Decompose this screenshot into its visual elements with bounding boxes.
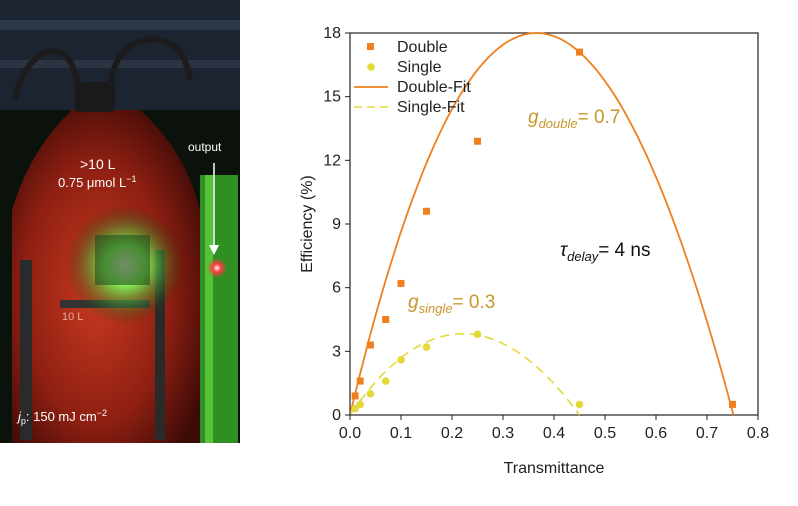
single-data-point: [575, 400, 584, 409]
single-data-point: [366, 389, 375, 398]
single-data-point: [422, 343, 431, 351]
double-data-point: [382, 316, 390, 323]
single-data-point: [351, 404, 359, 413]
bottle-marking: 10 L: [62, 311, 83, 323]
double-fit-curve: [350, 32, 735, 416]
data-points: [351, 48, 736, 413]
double-data-point: [397, 279, 405, 287]
y-tick-label: 9: [332, 216, 341, 233]
x-tick-label: 0.6: [645, 425, 667, 442]
x-tick-label: 0.5: [594, 425, 616, 442]
g-double-annotation: gdouble= 0.7: [528, 107, 620, 131]
legend-double-label: Double: [397, 39, 448, 56]
g-single-annotation: gsingle= 0.3: [408, 292, 495, 316]
single-data-point: [397, 356, 405, 364]
y-tick-label: 15: [323, 89, 341, 106]
double-data-point: [729, 400, 736, 408]
x-tick-label: 0.4: [543, 425, 565, 442]
concentration-label: 0.75 μmol L−1: [58, 174, 136, 190]
x-tick-label: 0.7: [696, 425, 718, 442]
tau-delay-annotation: τdelay= 4 ns: [560, 240, 650, 264]
double-data-point: [423, 207, 430, 215]
double-data-point: [474, 137, 481, 145]
y-tick-label: 0: [332, 407, 341, 424]
single-fit-curve: [350, 332, 581, 416]
legend-double-marker: [367, 43, 374, 50]
output-label: output: [188, 140, 222, 154]
legend-single-fit-label: Single-Fit: [397, 99, 465, 116]
y-tick-label: 6: [332, 280, 341, 297]
x-tick-label: 0.0: [339, 425, 361, 442]
double-data-point: [356, 377, 364, 385]
pump-fluence-label: jp: 150 mJ cm−2: [16, 408, 107, 426]
x-axis-label: Transmittance: [504, 460, 605, 477]
y-tick-label: 18: [323, 25, 341, 42]
x-tick-label: 0.2: [441, 425, 463, 442]
x-tick-label: 0.8: [747, 425, 769, 442]
chart-annotations: gdouble= 0.7 gsingle= 0.3 τdelay= 4 ns: [408, 107, 650, 316]
single-data-point: [356, 400, 365, 409]
fit-curves: [350, 32, 735, 416]
chart-legend: Double Single Double-Fit Single-Fit: [354, 39, 471, 116]
y-tick-label: 12: [323, 152, 341, 169]
legend-single-marker: [367, 63, 375, 71]
legend-double-fit-label: Double-Fit: [397, 79, 471, 96]
y-axis-label: Efficiency (%): [299, 175, 316, 273]
double-data-point: [366, 341, 374, 349]
y-tick-label: 3: [332, 343, 341, 360]
chart-axes: 0.0 0.1 0.2 0.3 0.4 0.5 0.6 0.7 0.8 0 3 6 9 12 15 18 Tra…: [299, 25, 769, 477]
x-tick-label: 0.1: [390, 425, 412, 442]
double-data-point: [576, 48, 583, 56]
single-data-point: [381, 377, 390, 385]
legend-single-label: Single: [397, 59, 442, 76]
single-data-point: [473, 330, 482, 339]
double-data-point: [351, 392, 359, 400]
x-tick-label: 0.3: [492, 425, 514, 442]
volume-label: >10 L: [80, 156, 116, 172]
